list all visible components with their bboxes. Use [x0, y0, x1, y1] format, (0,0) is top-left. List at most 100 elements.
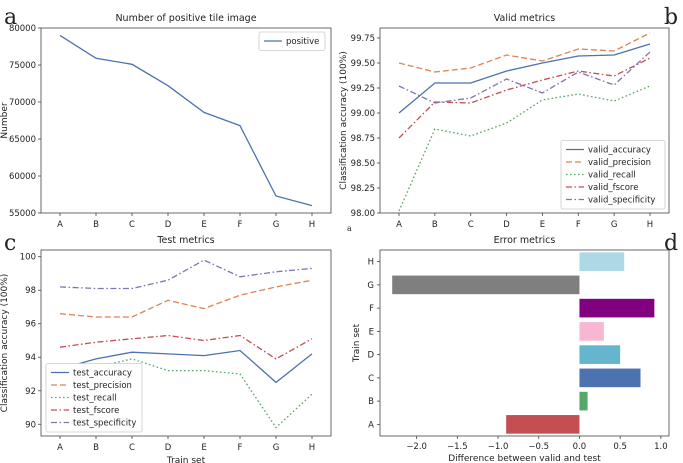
chart-title: Error metrics	[494, 235, 556, 246]
x-tick-label: B	[93, 220, 99, 230]
x-tick-label: 0.5	[613, 442, 627, 452]
x-tick-label: −1.0	[488, 442, 509, 452]
series-line-valid-precision	[398, 32, 651, 73]
x-tick-label: A	[57, 443, 63, 453]
bar-F	[579, 298, 655, 318]
y-tick-label: E	[369, 327, 374, 337]
y-tick-label: 80000	[9, 24, 36, 34]
y-tick-label: 92	[25, 387, 36, 397]
x-tick-label: E	[540, 220, 545, 230]
legend-label: valid_accuracy	[588, 146, 651, 156]
chart-panel-a: Number of positive tile image A B C D E F G H 550…	[0, 13, 332, 230]
legend-label: positive	[286, 37, 319, 47]
bar-B	[579, 391, 588, 411]
bar-D	[579, 345, 621, 364]
x-tick-label: C	[129, 443, 135, 453]
y-tick-label: 99.00	[351, 109, 375, 119]
chart-title: Number of positive tile image	[115, 13, 256, 24]
y-axis-label: Classification accuracy (100%)	[339, 51, 349, 190]
series-line-valid-recall	[398, 85, 651, 212]
plot-frame	[40, 27, 332, 214]
legend-label: valid_precision	[588, 158, 651, 168]
plot-frame	[379, 27, 670, 214]
y-tick-label: 94	[25, 353, 36, 363]
x-tick-label: F	[238, 443, 243, 453]
y-tick-label: 60000	[9, 172, 36, 182]
y-tick-label: 75000	[9, 61, 36, 71]
legend-box	[560, 140, 666, 210]
bar-C	[579, 368, 641, 388]
y-tick-label: F	[369, 304, 374, 314]
chart-panel-c: Test metrics A B C D E F G H 90 92 94 96 98 100 Classif…	[0, 235, 332, 463]
x-tick-label: E	[201, 220, 206, 230]
x-tick-label: A	[396, 220, 402, 230]
x-axis-label: Difference between valid and test	[448, 454, 601, 463]
series-line-test-accuracy	[59, 349, 313, 384]
legend-box	[45, 363, 143, 433]
x-tick-label: H	[309, 220, 315, 230]
x-tick-label: 0.0	[573, 442, 587, 452]
y-axis-label: Train set	[352, 323, 362, 363]
x-tick-label: B	[93, 443, 99, 453]
y-tick-label: C	[368, 374, 374, 384]
x-tick-label: G	[273, 220, 280, 230]
x-tick-label: C	[468, 220, 474, 230]
y-tick-label: 98	[25, 286, 36, 296]
x-tick-label: −0.5	[528, 442, 549, 452]
panel-letter-a: a	[4, 5, 17, 30]
legend-label: test_fscore	[73, 406, 119, 416]
legend-label: test_precision	[73, 381, 132, 391]
legend-label: valid_fscore	[588, 183, 638, 193]
x-axis-label: Train set	[166, 456, 206, 463]
legend-label: test_accuracy	[73, 369, 132, 379]
y-tick-label: G	[367, 281, 374, 291]
y-tick-label: 99.75	[351, 34, 375, 44]
series-line-test-specificity	[59, 259, 313, 290]
stray-mark: a	[347, 224, 352, 233]
x-tick-label: −1.5	[447, 442, 468, 452]
x-tick-label: G	[611, 220, 618, 230]
bar-A	[506, 415, 580, 434]
y-tick-label: B	[368, 397, 374, 407]
y-axis-label: Classification accuracy (100%)	[0, 274, 10, 413]
x-tick-label: F	[576, 220, 581, 230]
panel-letter-c: c	[4, 231, 16, 256]
x-tick-label: −2.0	[406, 442, 427, 452]
y-tick-label: 65000	[9, 135, 36, 145]
x-tick-label: A	[57, 220, 63, 230]
y-tick-label: D	[367, 351, 374, 361]
y-tick-label: 70000	[9, 98, 36, 108]
x-tick-label: E	[201, 443, 206, 453]
panel-letter-b: b	[664, 5, 678, 30]
legend-label: test_specificity	[73, 419, 136, 429]
x-tick-label: D	[165, 220, 172, 230]
x-tick-label: H	[309, 443, 315, 453]
series-line-valid-specificity	[398, 51, 651, 104]
legend-label: valid_specificity	[588, 196, 655, 206]
x-tick-label: G	[273, 443, 280, 453]
plot-frame	[40, 249, 332, 437]
y-tick-label: 98.00	[351, 209, 375, 219]
y-tick-label: 98.50	[351, 159, 375, 169]
x-tick-label: B	[432, 220, 438, 230]
series-line-valid-accuracy	[398, 43, 651, 114]
y-tick-label: 90	[25, 420, 36, 430]
legend-box	[258, 31, 326, 51]
series-line-positive	[59, 34, 313, 207]
plot-frame	[379, 249, 670, 437]
y-axis-label: Number	[0, 102, 10, 138]
y-tick-label: H	[368, 258, 374, 268]
y-tick-label: 98.75	[351, 134, 375, 144]
y-tick-label: 96	[25, 320, 36, 330]
y-tick-label: 100	[20, 253, 36, 263]
chart-title: Test metrics	[156, 235, 214, 246]
series-line-valid-fscore	[398, 57, 651, 139]
chart-panel-b: Valid metrics A B C D E F G H 98.00 98.25 98.50 98.7…	[339, 13, 670, 230]
y-tick-label: 99.50	[351, 59, 375, 69]
x-tick-label: D	[503, 220, 510, 230]
x-tick-label: C	[129, 220, 135, 230]
bar-H	[579, 252, 625, 271]
y-tick-label: 98.25	[351, 184, 375, 194]
panel-letter-d: d	[664, 231, 678, 256]
